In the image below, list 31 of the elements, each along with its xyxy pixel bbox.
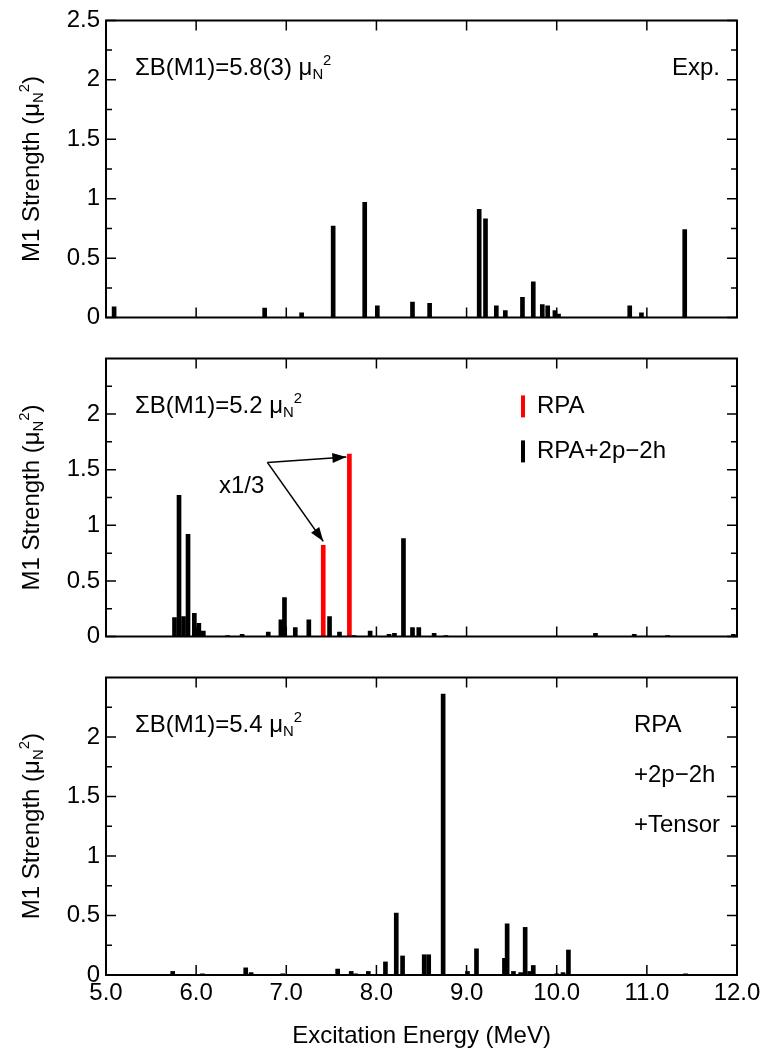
legend-label: RPA: [537, 391, 585, 419]
y-tick-label: 1.5: [66, 454, 100, 482]
x-tick-label: 6.0: [179, 978, 213, 1006]
y-tick-label: 1: [86, 509, 100, 537]
x-tick-label: 11.0: [624, 978, 670, 1006]
x-tick-label: 7.0: [269, 978, 303, 1006]
y-tick-label: 0: [86, 621, 100, 649]
y-tick-label: 1: [86, 183, 100, 211]
y-tick-label: 2: [86, 398, 100, 426]
annotation: Exp.: [671, 53, 721, 81]
y-tick-label: 2: [86, 721, 100, 749]
y-tick-label: 0: [86, 302, 100, 330]
y-tick-label: 1: [86, 840, 100, 868]
y-tick-label: 0.5: [66, 242, 100, 270]
y-tick-label: 0.5: [66, 565, 100, 593]
x-tick-label: 9.0: [449, 978, 484, 1006]
annotation: x1/3: [219, 471, 265, 499]
x-tick-label: 8.0: [359, 978, 394, 1006]
annotation: RPA +2p−2h +Tensor: [633, 710, 721, 838]
y-tick-label: 2.5: [66, 5, 100, 33]
y-tick-label: 1.5: [66, 781, 100, 809]
x-tick-label: 12.0: [713, 978, 761, 1006]
y-axis-title: M1 Strength (μN2): [15, 404, 46, 591]
y-tick-label: 0.5: [66, 900, 100, 928]
legend-label: RPA+2p−2h: [537, 436, 666, 464]
y-tick-label: 2: [86, 64, 100, 92]
x-tick-label: 10.0: [533, 978, 581, 1006]
y-axis-title: M1 Strength (μN2): [15, 75, 46, 263]
y-tick-label: 1.5: [66, 123, 100, 151]
x-axis-title: Excitation Energy (MeV): [292, 1021, 551, 1049]
y-axis-title: M1 Strength (μN2): [15, 733, 46, 920]
